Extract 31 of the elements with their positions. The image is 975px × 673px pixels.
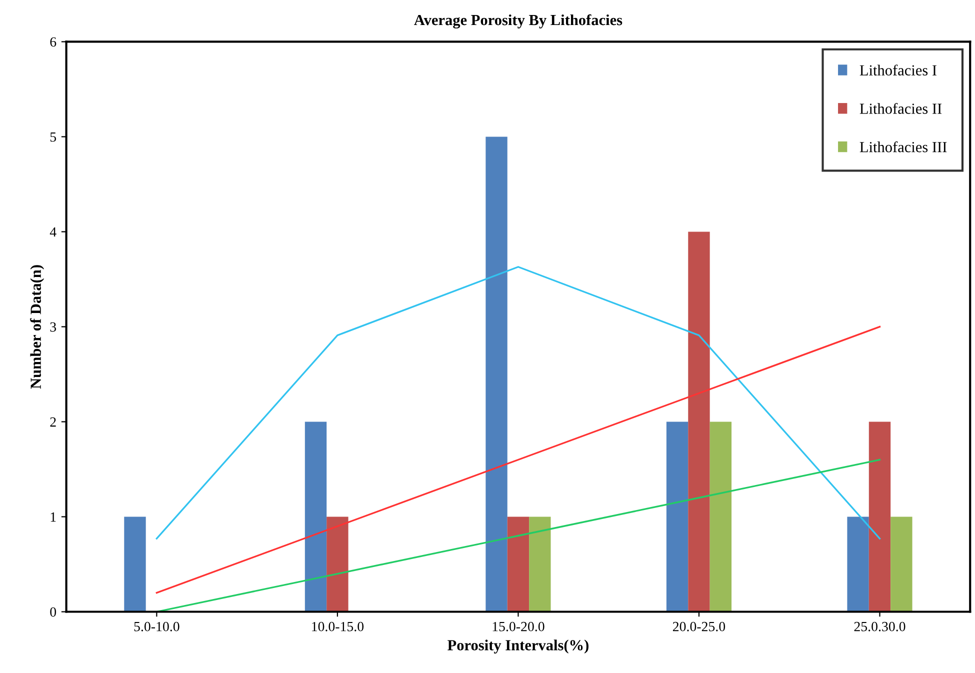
y-tick-label: 4 bbox=[50, 227, 56, 237]
bar bbox=[688, 232, 710, 612]
bar bbox=[868, 422, 891, 612]
bar bbox=[304, 422, 327, 612]
y-tick-label: 0 bbox=[50, 607, 56, 617]
bar bbox=[890, 516, 912, 612]
x-tick-label: 15.0-20.0 bbox=[492, 622, 544, 632]
chart-title: Average Porosity By Lithofacies bbox=[414, 14, 622, 28]
line-series bbox=[156, 326, 881, 594]
legend-label: Lithofacies II bbox=[860, 102, 942, 114]
x-tick-label: 5.0-10.0 bbox=[134, 622, 180, 632]
y-tick-label: 1 bbox=[50, 512, 56, 522]
y-tick-label: 6 bbox=[50, 37, 56, 47]
bar bbox=[326, 516, 348, 612]
y-tick-label: 5 bbox=[50, 132, 56, 142]
legend-label: Lithofacies I bbox=[860, 64, 936, 76]
x-tick-label: 20.0-25.0 bbox=[672, 622, 726, 632]
x-axis-title: Porosity Intervals(%) bbox=[448, 640, 588, 654]
y-tick-label: 2 bbox=[50, 417, 56, 427]
bar bbox=[529, 516, 551, 612]
x-tick-label: 10.0-15.0 bbox=[312, 622, 364, 632]
y-axis-title: Number of Data(n) bbox=[30, 265, 44, 389]
legend-label: Lithofacies III bbox=[860, 141, 947, 152]
bar bbox=[710, 422, 732, 612]
bar bbox=[486, 136, 508, 612]
bar bbox=[666, 422, 688, 612]
bar bbox=[507, 516, 530, 612]
bar bbox=[124, 516, 146, 612]
y-tick-label: 3 bbox=[50, 322, 56, 332]
bar bbox=[847, 516, 869, 612]
x-tick-label: 25.0.30.0 bbox=[854, 622, 906, 632]
